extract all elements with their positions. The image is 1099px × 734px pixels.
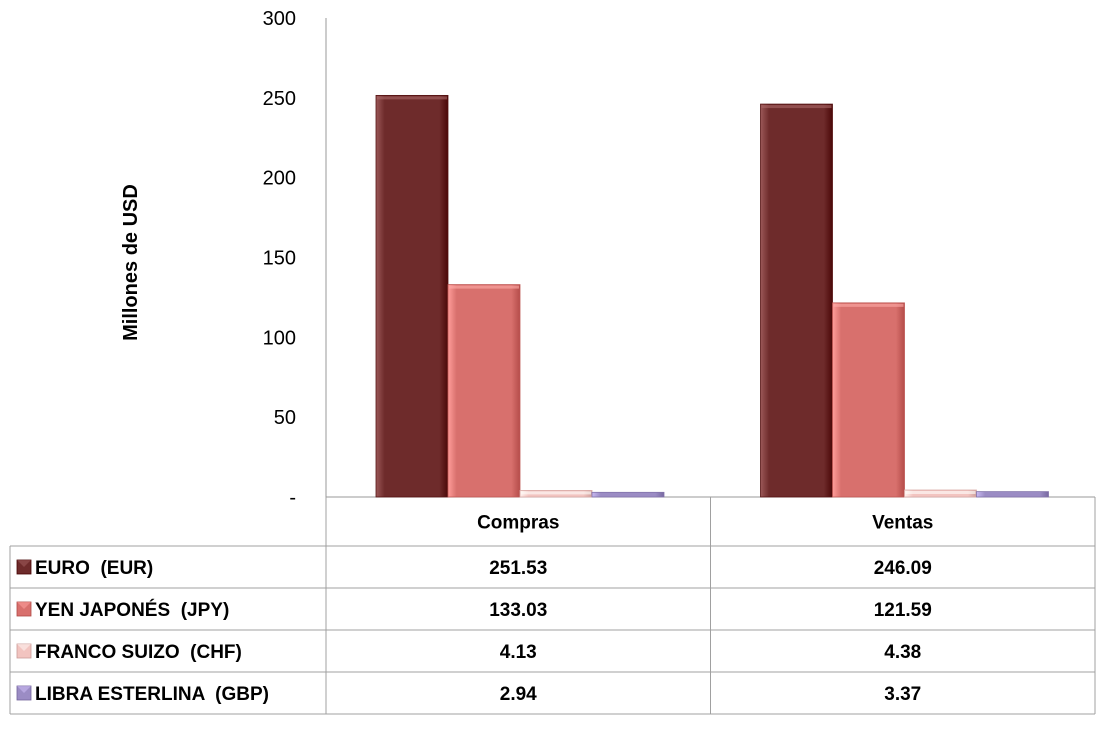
data-table: Compras Ventas EURO (EUR) 251.53 246.09 YEN J… xyxy=(9,497,1096,715)
legend-swatch-bevel xyxy=(17,686,31,693)
bar-highlight xyxy=(761,105,832,109)
y-tick-label: 200 xyxy=(263,168,296,190)
table-cell-value: 4.13 xyxy=(500,642,537,663)
table-cell-value: 246.09 xyxy=(874,558,932,579)
table-cell-value: 3.37 xyxy=(884,684,921,705)
y-tick-label: 150 xyxy=(263,248,296,270)
legend-label: LIBRA ESTERLINA (GBP) xyxy=(35,684,269,705)
bar-highlight xyxy=(905,491,976,495)
bar-highlight xyxy=(377,96,447,100)
bar-ventas-4 xyxy=(976,491,1049,498)
legend-swatch-bevel xyxy=(17,644,31,651)
table-cell-value: 2.94 xyxy=(500,684,537,705)
table-cell-value: 251.53 xyxy=(489,558,547,579)
bar-compras-1 xyxy=(375,94,449,498)
y-tick-label: 50 xyxy=(274,407,296,429)
bar-ventas-1 xyxy=(760,103,833,498)
legend-swatch-bevel xyxy=(17,602,31,609)
bar-highlight xyxy=(449,285,519,289)
bar-compras-2 xyxy=(447,284,521,498)
legend-label: YEN JAPONÉS (JPY) xyxy=(35,599,229,621)
y-tick-label: - xyxy=(289,487,296,509)
y-tick-label: 300 xyxy=(263,8,296,30)
legend-label: EURO (EUR) xyxy=(35,558,153,579)
bar-ventas-2 xyxy=(832,302,905,498)
legend-swatch-bevel xyxy=(17,560,31,567)
bar-compras-4 xyxy=(591,491,665,498)
category-label: Ventas xyxy=(872,513,933,534)
table-cell-value: 4.38 xyxy=(884,642,921,663)
category-label: Compras xyxy=(477,513,559,534)
bars xyxy=(375,94,1049,498)
y-axis-title: Millones de USD xyxy=(120,184,142,341)
y-tick-label: 250 xyxy=(263,88,296,110)
bar-highlight xyxy=(833,303,904,307)
legend-label: FRANCO SUIZO (CHF) xyxy=(35,642,242,663)
table-cell-value: 121.59 xyxy=(874,600,932,621)
y-tick-label: 100 xyxy=(263,327,296,349)
bar-highlight xyxy=(521,491,591,495)
table-cell-value: 133.03 xyxy=(489,600,547,621)
